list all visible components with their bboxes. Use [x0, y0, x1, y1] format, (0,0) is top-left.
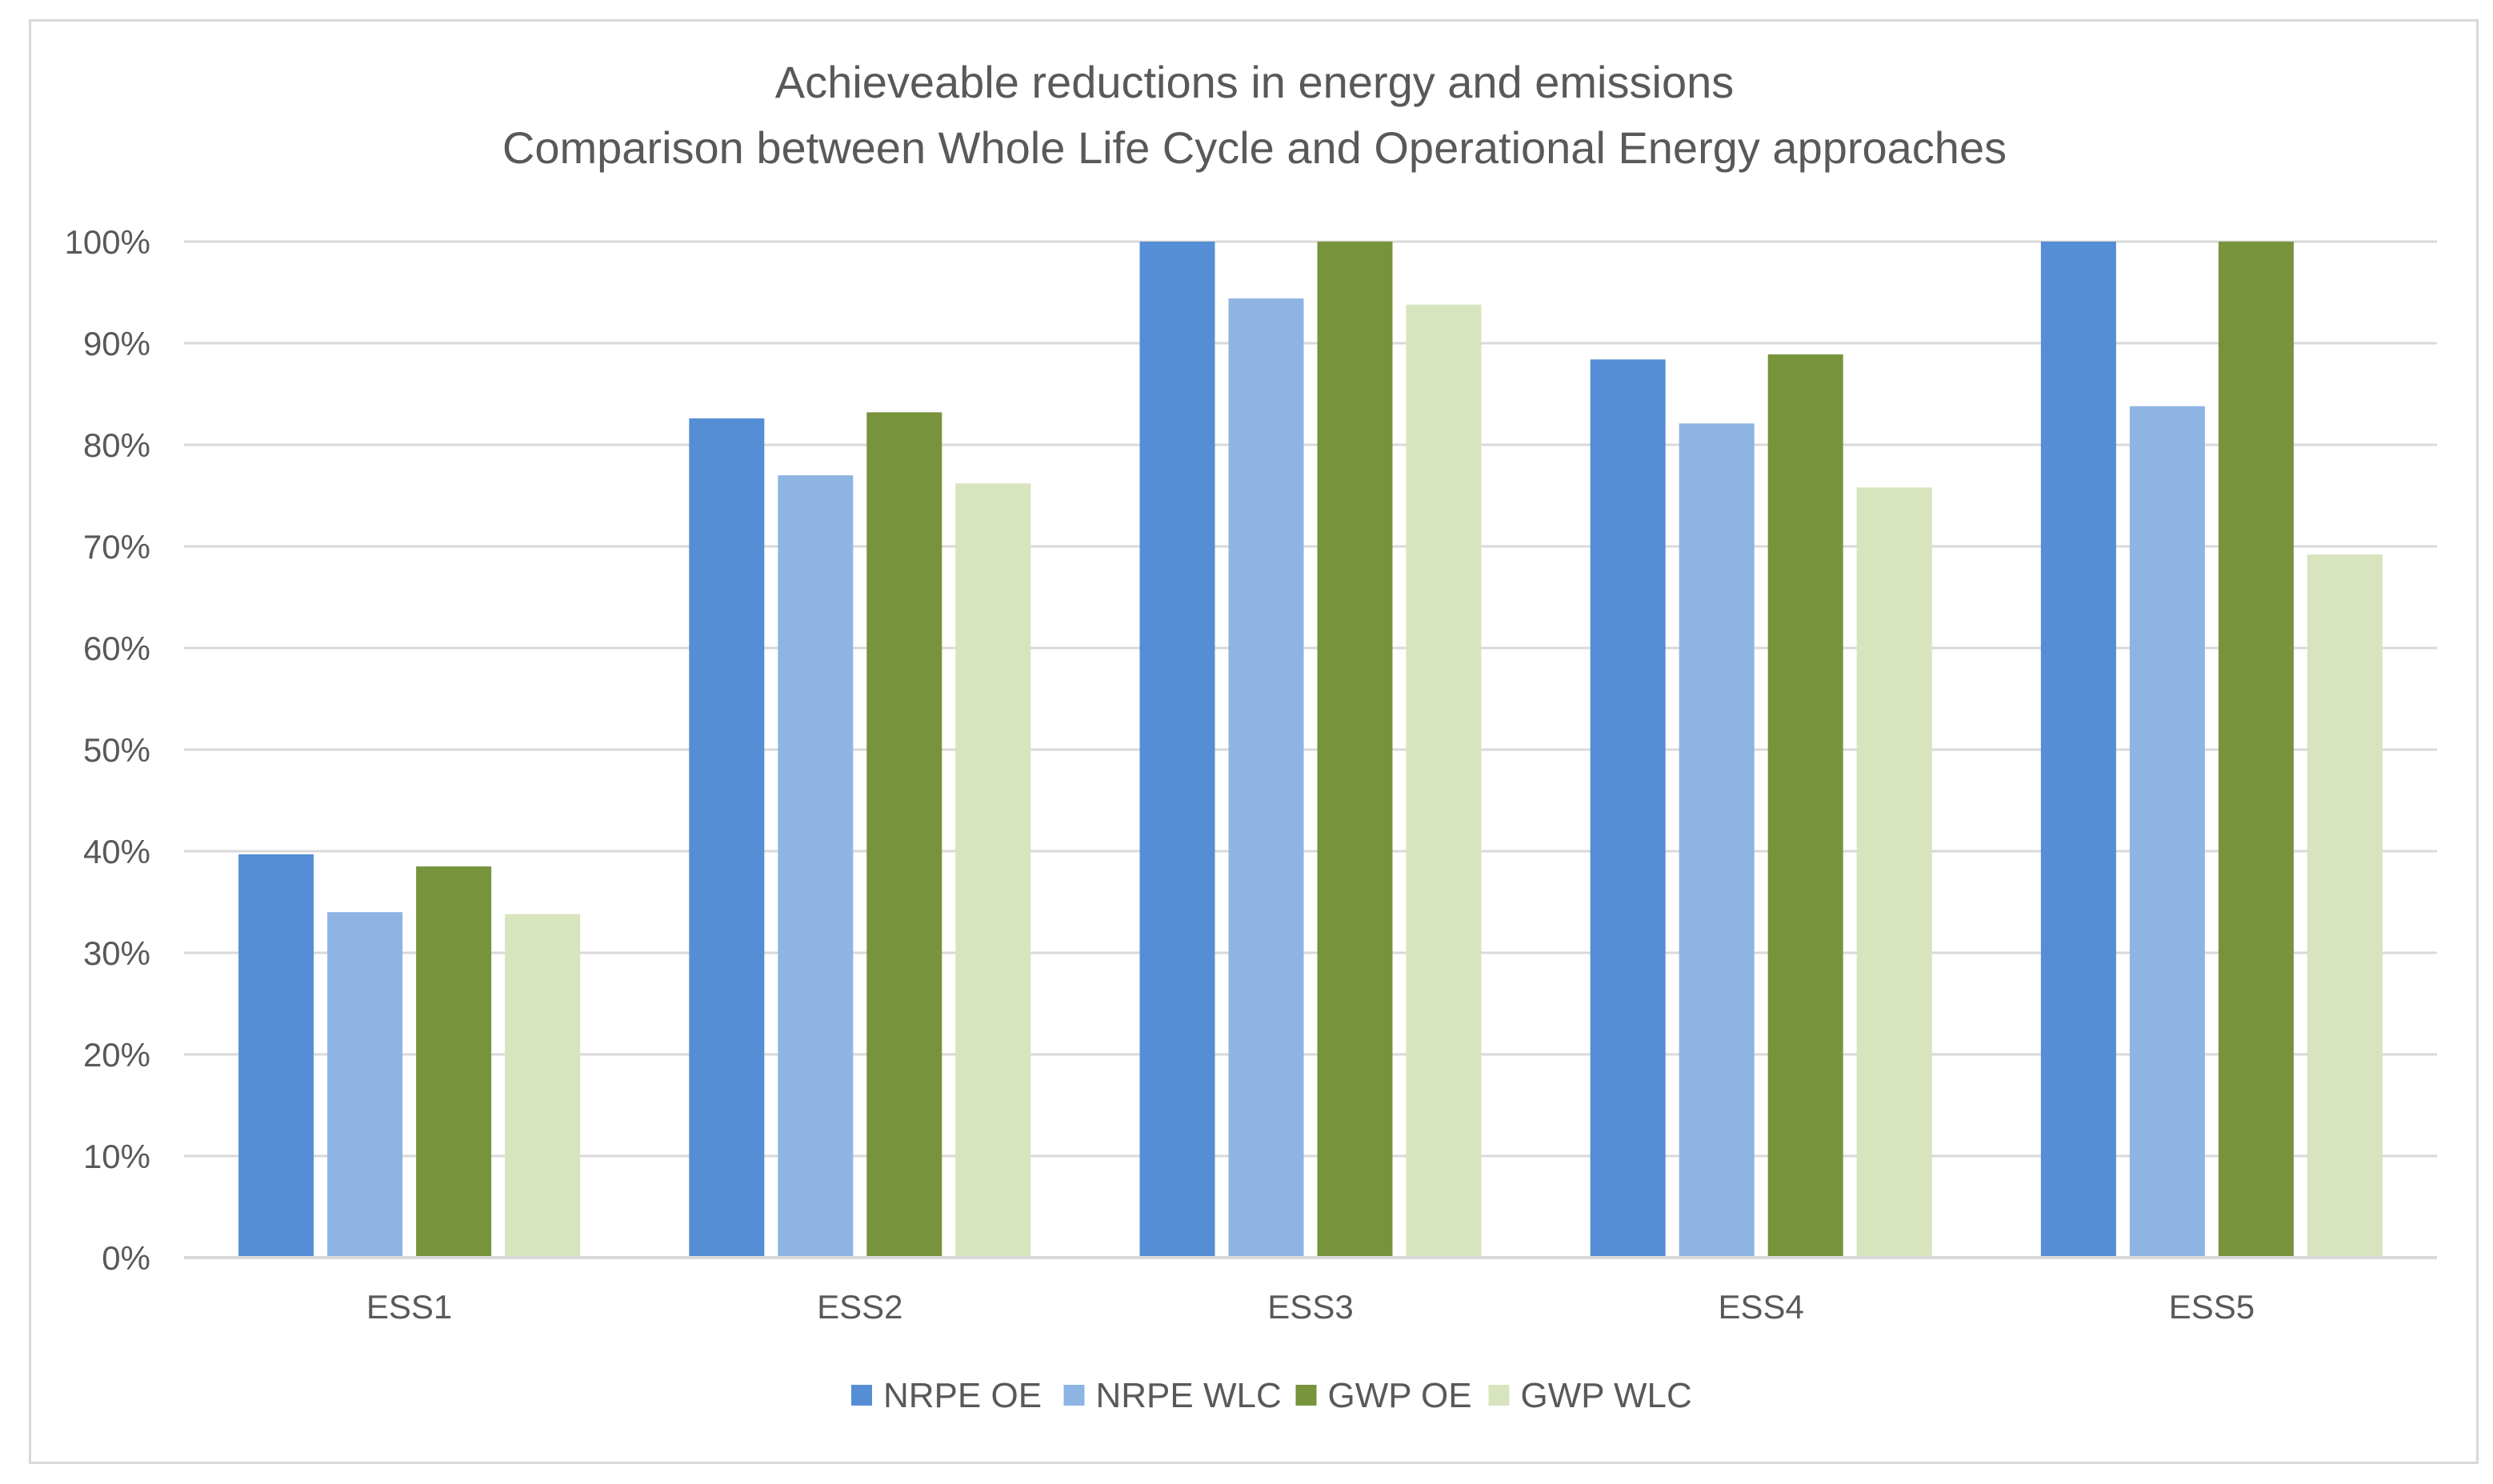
legend-label: NRPE OE [883, 1376, 1042, 1415]
bar-nrpe-oe-ess4 [1590, 359, 1666, 1258]
x-axis-ticks: ESS1 ESS2 ESS3 ESS4 ESS5 [366, 1288, 2255, 1326]
bar-nrpe-oe-ess3 [1139, 242, 1215, 1258]
x-tick-label: ESS1 [366, 1288, 452, 1326]
bar-gwp-wlc-ess2 [955, 483, 1031, 1258]
bar-nrpe-oe-ess2 [689, 418, 765, 1258]
legend-swatch-nrpe-wlc [1063, 1385, 1085, 1406]
y-tick-label: 80% [83, 426, 150, 464]
bar-nrpe-wlc-ess5 [2129, 406, 2205, 1258]
legend: NRPE OE NRPE WLC GWP OE GWP WLC [851, 1376, 1692, 1415]
bar-nrpe-wlc-ess3 [1228, 298, 1304, 1258]
y-tick-label: 10% [83, 1138, 150, 1175]
legend-label: GWP OE [1328, 1376, 1472, 1415]
bar-gwp-oe-ess1 [416, 866, 492, 1258]
y-tick-label: 0% [102, 1239, 150, 1277]
y-tick-label: 50% [83, 731, 150, 769]
chart-subtitle: Comparison between Whole Life Cycle and … [502, 122, 2007, 173]
x-tick-label: ESS4 [1718, 1288, 1803, 1326]
bar-gwp-oe-ess4 [1767, 354, 1843, 1258]
legend-swatch-gwp-wlc [1488, 1385, 1510, 1406]
bar-gwp-wlc-ess4 [1856, 487, 1932, 1258]
bar-gwp-wlc-ess3 [1406, 304, 1482, 1258]
y-tick-label: 100% [65, 223, 150, 261]
bar-nrpe-oe-ess1 [238, 854, 314, 1258]
y-tick-label: 90% [83, 325, 150, 362]
bar-nrpe-oe-ess5 [2040, 242, 2116, 1258]
bar-nrpe-wlc-ess2 [778, 475, 854, 1258]
y-tick-label: 30% [83, 934, 150, 972]
y-axis-ticks: 0% 10% 20% 30% 40% 50% 60% 70% 80% 90% 100% [65, 223, 150, 1277]
bars [238, 242, 2383, 1258]
x-tick-label: ESS3 [1267, 1288, 1353, 1326]
bar-gwp-oe-ess2 [866, 412, 942, 1258]
legend-swatch-nrpe-oe [851, 1385, 872, 1406]
y-tick-label: 40% [83, 833, 150, 870]
bar-gwp-wlc-ess5 [2307, 554, 2383, 1258]
bar-nrpe-wlc-ess4 [1679, 423, 1755, 1258]
bar-gwp-oe-ess3 [1317, 242, 1393, 1258]
y-tick-label: 20% [83, 1036, 150, 1074]
legend-label: GWP WLC [1521, 1376, 1692, 1415]
x-tick-label: ESS2 [817, 1288, 902, 1326]
legend-swatch-gwp-oe [1295, 1385, 1317, 1406]
bar-nrpe-wlc-ess1 [327, 912, 403, 1258]
y-tick-label: 60% [83, 630, 150, 667]
x-tick-label: ESS5 [2169, 1288, 2255, 1326]
y-tick-label: 70% [83, 528, 150, 566]
bar-gwp-wlc-ess1 [505, 914, 581, 1258]
chart-title: Achieveable reductions in energy and emi… [775, 57, 1734, 107]
bar-gwp-oe-ess5 [2218, 242, 2294, 1258]
legend-label: NRPE WLC [1096, 1376, 1282, 1415]
